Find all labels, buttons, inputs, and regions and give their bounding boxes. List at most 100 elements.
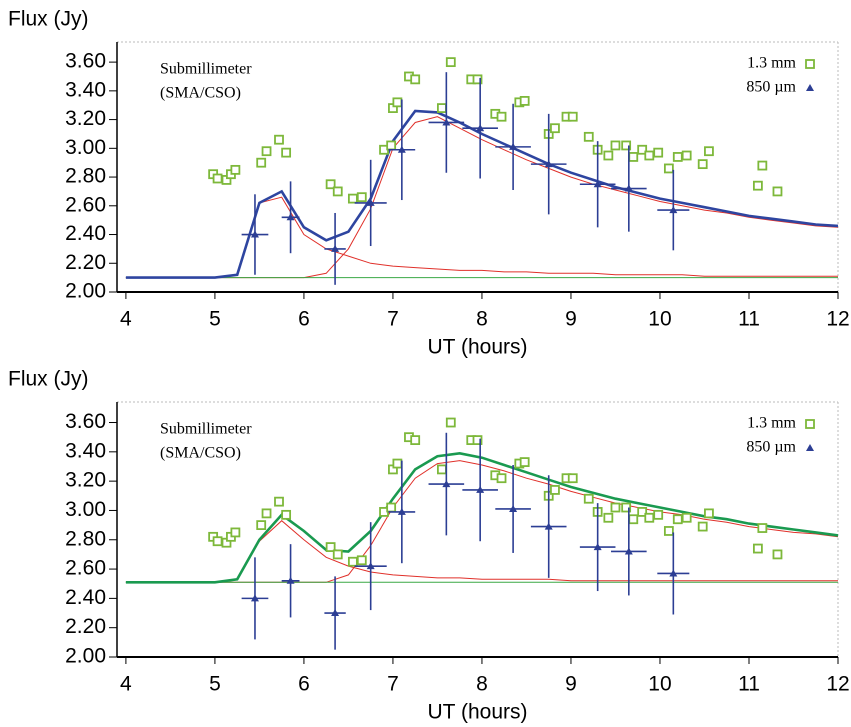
y-tick-label: 3.40 (65, 78, 106, 101)
data-point (472, 435, 483, 446)
data-point (397, 507, 406, 515)
y-tick-label: 2.00 (65, 280, 106, 303)
y-tick-label: 2.60 (65, 557, 106, 580)
data-point (593, 180, 602, 188)
x-tick-label: 5 (209, 673, 221, 696)
annotation: Submillimeter (160, 61, 252, 78)
model-curve (125, 116, 839, 279)
data-point (621, 140, 632, 151)
y-tick-label: 2.80 (65, 165, 106, 188)
data-point (332, 186, 343, 197)
y-tick-label: 3.60 (65, 50, 106, 73)
data-point (772, 549, 783, 560)
annotation: (SMA/CSO) (160, 445, 241, 462)
data-point (442, 480, 451, 488)
legend-label: 1.3 mm (747, 55, 796, 72)
legend-label: 850 µm (746, 439, 796, 456)
panel: Flux (Jy) UT (hours) 2.00 2.20 2.40 2.60 2.80 3… (8, 8, 850, 359)
data-point (332, 549, 343, 560)
x-tick-label: 10 (648, 308, 671, 331)
data-point (644, 150, 655, 161)
y-tick-label: 2.80 (65, 527, 106, 550)
data-point (567, 111, 578, 122)
data-point (386, 140, 397, 151)
data-point (637, 144, 648, 155)
data-point (331, 244, 340, 252)
y-tick-label: 3.00 (65, 136, 106, 159)
y-tick-label: 2.20 (65, 251, 106, 274)
annotation: Submillimeter (160, 421, 252, 438)
data-point (386, 502, 397, 513)
data-point (347, 556, 358, 567)
legend-label: 850 µm (746, 79, 796, 96)
data-point (410, 435, 421, 446)
data-point (445, 57, 456, 68)
data-point (697, 159, 708, 170)
data-point (472, 74, 483, 85)
data-point (672, 514, 683, 525)
x-tick-label: 8 (476, 673, 488, 696)
data-point (356, 192, 367, 203)
y-tick-label: 3.20 (65, 469, 106, 492)
model-curve (125, 460, 839, 583)
data-point (610, 502, 621, 513)
x-tick-label: 12 (826, 673, 849, 696)
y-tick-label: 3.60 (65, 410, 106, 433)
data-point (628, 514, 639, 525)
x-axis-title: UT (hours) (428, 336, 528, 359)
y-tick-label: 2.60 (65, 193, 106, 216)
data-point (624, 184, 633, 192)
data-point (212, 173, 223, 184)
y-tick-label: 3.40 (65, 439, 106, 462)
data-point (663, 163, 674, 174)
data-point (509, 504, 518, 512)
data-point (476, 124, 485, 132)
y-axis-title: Flux (Jy) (8, 368, 89, 391)
data-point (325, 542, 336, 552)
data-point (436, 103, 447, 113)
data-point (653, 509, 664, 520)
data-point (256, 520, 267, 531)
x-tick-label: 8 (476, 308, 488, 331)
data-point (752, 180, 763, 191)
data-point (366, 562, 375, 570)
x-tick-label: 11 (738, 308, 760, 331)
data-point (442, 118, 451, 126)
data-point (757, 523, 768, 533)
x-tick-label: 12 (826, 308, 849, 331)
legend-marker (805, 59, 815, 69)
x-tick-label: 6 (298, 673, 310, 696)
x-tick-label: 9 (565, 308, 577, 331)
data-point (624, 547, 633, 555)
data-point (509, 142, 518, 150)
data-point (261, 508, 272, 519)
x-tick-label: 10 (648, 673, 671, 696)
legend-marker (806, 84, 814, 91)
x-tick-label: 6 (298, 308, 310, 331)
data-point (544, 160, 553, 168)
model-curve (125, 451, 839, 584)
data-point (704, 146, 714, 157)
data-point (681, 512, 692, 523)
x-tick-label: 5 (209, 308, 221, 331)
data-point (653, 147, 664, 158)
x-axis-title: UT (hours) (428, 701, 528, 724)
data-point (644, 512, 655, 523)
data-point (286, 576, 295, 584)
y-tick-label: 2.20 (65, 615, 106, 638)
data-point (496, 473, 507, 484)
x-tick-label: 11 (738, 673, 760, 696)
data-point (331, 609, 340, 617)
model-curve (125, 196, 838, 279)
y-tick-label: 2.40 (65, 586, 106, 609)
data-point (772, 186, 783, 197)
data-point (637, 507, 648, 517)
model-curve (125, 109, 839, 279)
y-axis-title: Flux (Jy) (8, 8, 89, 31)
data-point (325, 179, 336, 190)
data-point (356, 555, 367, 566)
data-point (496, 111, 507, 122)
legend-label: 1.3 mm (747, 415, 796, 432)
panel: Flux (Jy) UT (hours) 2.00 2.20 2.40 2.60 2.80 3… (8, 368, 850, 724)
data-point (256, 157, 267, 168)
